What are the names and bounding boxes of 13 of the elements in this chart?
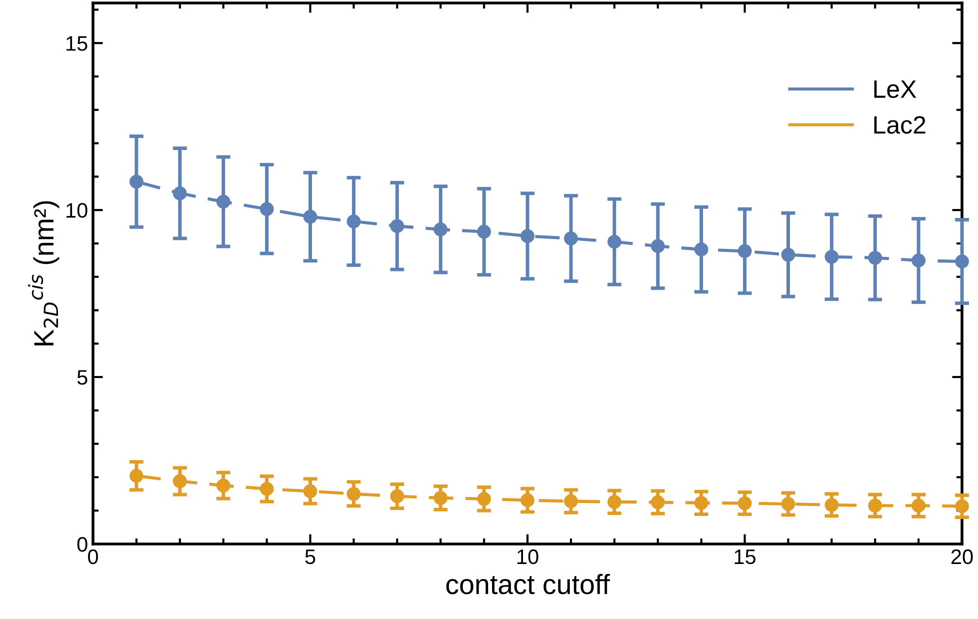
x-tick-label: 20 xyxy=(951,549,973,564)
x-tick-label: 10 xyxy=(518,549,538,564)
y-tick-label: 5 xyxy=(77,370,88,385)
x-tick-label: 15 xyxy=(734,550,756,564)
x-axis-title: contact cutoff xyxy=(446,574,610,594)
y-tick-label: 10 xyxy=(66,203,88,218)
y-tick-label: 0 xyxy=(77,537,88,552)
y-axis-title: K$_{2D}$$^{cis}$ (nm²) xyxy=(28,201,60,346)
x-tick-label: 0 xyxy=(88,549,98,564)
legend-label: Lac2 xyxy=(874,116,926,134)
legend-label: LeX xyxy=(874,80,916,98)
y-tick-label: 15 xyxy=(66,36,88,51)
x-tick-label: 5 xyxy=(305,550,316,564)
